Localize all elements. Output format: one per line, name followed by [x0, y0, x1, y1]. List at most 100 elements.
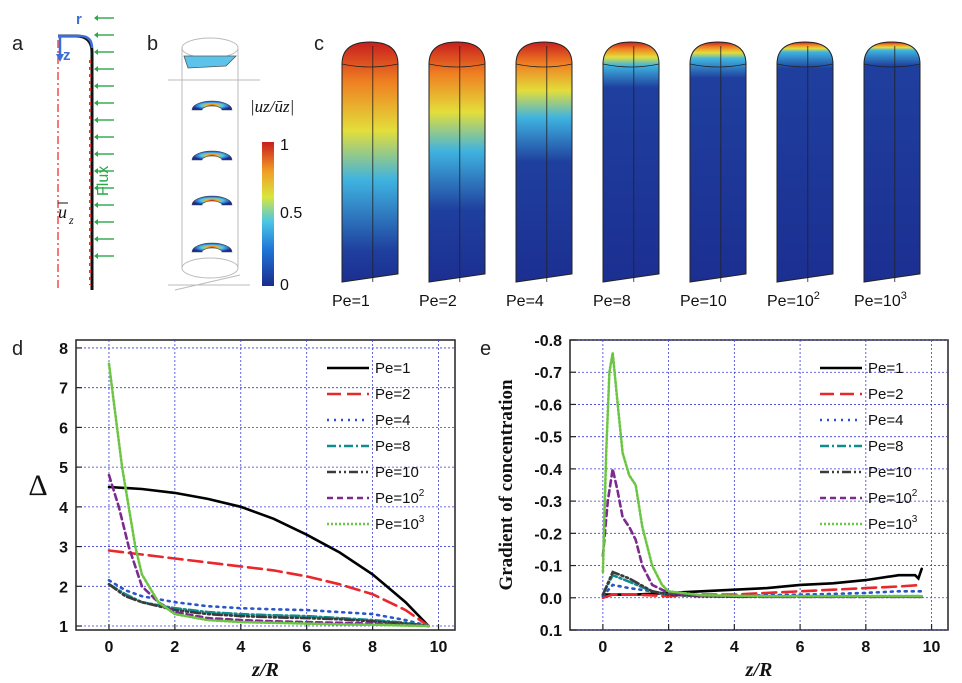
legend-label: Pe=4: [868, 412, 903, 429]
legend-label: Pe=103: [375, 514, 425, 533]
wall-profile: [58, 34, 94, 290]
colorbar-title: |uz/ūz|: [250, 97, 294, 116]
flux-arrowhead: [94, 151, 98, 157]
legend-exponent: 3: [419, 514, 425, 525]
y-tick-label: 3: [59, 540, 68, 557]
legend-label: Pe=102: [375, 488, 425, 507]
z-arrowhead: [56, 54, 64, 62]
column-cap-edge: [689, 63, 747, 68]
panel-b: b |uz/ūz| 1 0.5 0: [147, 33, 302, 294]
legend-label: Pe=8: [868, 438, 903, 455]
panel-d: d 0 2 4 6 8 1012345678Pe=1Pe=2Pe=4Pe=8Pe=10Pe…: [12, 338, 456, 681]
legend-label: Pe=102: [868, 488, 918, 507]
flux-label: Flux: [95, 166, 112, 196]
y-tick-label: 0.1: [540, 623, 562, 640]
z-label: z: [63, 47, 71, 64]
flux-arrowhead: [94, 100, 98, 106]
y-tick-label: 7: [59, 381, 68, 398]
x-tick-label: 2: [170, 639, 179, 656]
panel-letter-c: c: [314, 33, 324, 55]
y-axis-label: Δ: [28, 469, 47, 502]
r-direction-arrow: [58, 34, 94, 49]
concentration-column: [428, 41, 486, 283]
y-tick-label: -0.2: [534, 526, 562, 543]
y-axis-label: Gradient of concentration: [496, 379, 517, 591]
legend-label: Pe=2: [868, 386, 903, 403]
colorbar-tick: 0.5: [280, 205, 302, 222]
panel-letter-d: d: [12, 338, 23, 360]
flux-arrowhead: [94, 185, 98, 191]
x-tick-label: 6: [796, 639, 805, 656]
y-tick-label: -0.6: [534, 397, 562, 414]
series-line: [107, 362, 430, 628]
concentration-column: [515, 41, 573, 283]
pe-label: Pe=8: [593, 293, 631, 310]
colorbar-tick: 1: [280, 137, 289, 154]
pe-label: Pe=1: [332, 293, 370, 310]
flux-arrowhead: [94, 66, 98, 72]
concentration-column: [602, 41, 660, 283]
series-line: [601, 583, 924, 600]
pe-label: Pe=10: [680, 293, 727, 310]
panel-letter-a: a: [12, 33, 24, 55]
y-tick-label: -0.7: [534, 365, 562, 382]
series-line: [107, 582, 430, 628]
series-line: [601, 583, 924, 598]
x-tick-label: 4: [236, 639, 245, 656]
cylinder-wireframe: [168, 37, 260, 291]
series-line: [601, 567, 924, 596]
x-tick-label: 10: [430, 639, 448, 656]
legend-label: Pe=10: [375, 464, 419, 481]
y-tick-label: -0.5: [534, 430, 562, 447]
column-cap-edge: [515, 63, 573, 68]
flux-arrowhead: [94, 15, 98, 21]
velocity-disc: [191, 195, 233, 206]
panel-a: a r z Flux u z: [12, 11, 114, 290]
legend-label: Pe=10: [868, 464, 912, 481]
flux-arrowhead: [94, 202, 98, 208]
mean-velocity-label: u: [58, 202, 67, 222]
y-tick-label: -0.3: [534, 494, 562, 511]
x-axis-label: z/R: [745, 659, 773, 681]
velocity-disc: [191, 100, 233, 111]
column-cap-edge: [341, 63, 399, 68]
legend-exponent: 2: [912, 488, 918, 499]
legend-exponent: 3: [912, 514, 918, 525]
pe-label: Pe=2: [419, 293, 457, 310]
x-tick-label: 2: [664, 639, 673, 656]
x-axis-label: z/R: [251, 659, 279, 681]
pe-exponent: 3: [901, 290, 907, 302]
column-cap-edge: [428, 63, 486, 68]
y-tick-label: -0.4: [534, 462, 562, 479]
plot-frame: [75, 339, 456, 631]
legend-label: Pe=103: [868, 514, 918, 533]
panel-e: e 0 2 4 6 8 10 -0.8 -0.7 -0.6 -0.5 -0.4 -0.3 -0.2 -0.…: [480, 333, 949, 681]
y-tick-label: 0.0: [540, 591, 562, 608]
series-line: [107, 485, 430, 628]
velocity-disc: [191, 150, 233, 161]
pe-label: Pe=103: [854, 290, 907, 310]
series-line: [601, 352, 924, 598]
flux-arrowhead: [94, 83, 98, 89]
legend-label: Pe=1: [868, 360, 903, 377]
series-line: [107, 473, 430, 628]
concentration-column: [776, 41, 834, 283]
velocity-discs: [191, 100, 233, 253]
colorbar: [262, 142, 274, 286]
column-cap-edge: [776, 63, 834, 68]
pe-label: Pe=4: [506, 293, 544, 310]
legend-label: Pe=8: [375, 438, 410, 455]
flux-arrowhead: [94, 49, 98, 55]
legend-label: Pe=1: [375, 360, 410, 377]
flux-arrowhead: [94, 117, 98, 123]
colorbar-tick: 0: [280, 277, 289, 294]
x-tick-label: 8: [368, 639, 377, 656]
y-tick-label: 4: [59, 500, 68, 517]
mean-velocity-sub: z: [68, 213, 74, 227]
series-line: [107, 549, 430, 628]
flux-arrowhead: [94, 32, 98, 38]
x-tick-label: 8: [861, 639, 870, 656]
flux-arrowhead: [94, 219, 98, 225]
x-tick-label: 4: [730, 639, 739, 656]
legend-label: Pe=4: [375, 412, 410, 429]
